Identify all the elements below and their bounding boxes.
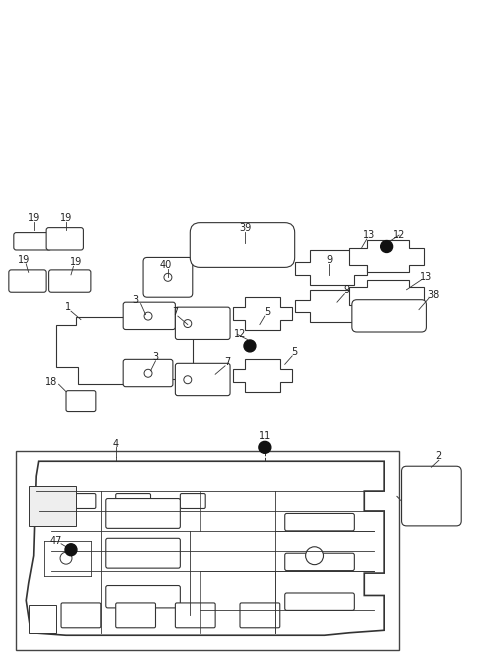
Circle shape (144, 370, 152, 378)
Polygon shape (26, 462, 384, 635)
FancyBboxPatch shape (123, 302, 175, 329)
Polygon shape (56, 317, 193, 384)
FancyBboxPatch shape (285, 553, 354, 571)
Circle shape (259, 442, 271, 454)
FancyBboxPatch shape (240, 603, 280, 628)
Text: 12: 12 (234, 329, 246, 340)
Text: 7: 7 (172, 307, 179, 317)
Text: 9: 9 (344, 285, 350, 295)
Text: 19: 19 (18, 255, 30, 265)
Text: 40: 40 (159, 260, 171, 270)
Circle shape (144, 312, 152, 320)
Text: 19: 19 (60, 213, 72, 223)
Polygon shape (29, 486, 76, 526)
Polygon shape (295, 250, 367, 285)
Text: 3: 3 (153, 352, 158, 362)
Text: 4: 4 (113, 439, 119, 449)
FancyBboxPatch shape (9, 270, 46, 292)
FancyBboxPatch shape (116, 603, 156, 628)
Text: 11: 11 (259, 432, 271, 442)
FancyBboxPatch shape (66, 391, 96, 412)
Text: 19: 19 (27, 213, 40, 223)
Circle shape (65, 544, 77, 556)
Text: 39: 39 (239, 223, 251, 233)
FancyBboxPatch shape (175, 307, 230, 340)
FancyBboxPatch shape (123, 360, 173, 387)
FancyBboxPatch shape (14, 233, 51, 250)
Text: 2: 2 (436, 452, 442, 462)
Text: 9: 9 (326, 255, 333, 265)
Circle shape (60, 552, 72, 564)
FancyBboxPatch shape (175, 364, 230, 396)
Text: 5: 5 (291, 347, 298, 357)
Text: 13: 13 (363, 230, 375, 240)
Polygon shape (232, 360, 292, 392)
Text: 12: 12 (393, 230, 405, 240)
Text: 3: 3 (132, 295, 139, 305)
FancyBboxPatch shape (46, 227, 84, 250)
FancyBboxPatch shape (61, 603, 101, 628)
FancyBboxPatch shape (180, 494, 205, 508)
Polygon shape (349, 240, 424, 272)
FancyBboxPatch shape (352, 299, 426, 332)
FancyBboxPatch shape (106, 498, 180, 528)
FancyBboxPatch shape (116, 494, 151, 508)
FancyBboxPatch shape (285, 514, 354, 531)
Text: 7: 7 (225, 357, 231, 367)
Circle shape (164, 273, 172, 281)
Circle shape (184, 319, 192, 327)
FancyBboxPatch shape (61, 494, 96, 508)
FancyBboxPatch shape (106, 586, 180, 608)
FancyBboxPatch shape (175, 603, 215, 628)
Text: 38: 38 (428, 289, 440, 299)
FancyBboxPatch shape (48, 270, 91, 292)
Bar (16, 452, 399, 650)
Text: 47: 47 (50, 536, 62, 546)
Text: 18: 18 (45, 377, 57, 387)
Circle shape (184, 376, 192, 384)
Text: 19: 19 (70, 257, 82, 267)
FancyBboxPatch shape (402, 466, 461, 526)
FancyBboxPatch shape (190, 223, 295, 267)
Text: 5: 5 (264, 307, 270, 317)
Polygon shape (349, 280, 424, 312)
Text: 13: 13 (420, 272, 432, 282)
Polygon shape (295, 289, 367, 322)
Circle shape (244, 340, 256, 352)
Circle shape (381, 241, 393, 253)
Text: 1: 1 (65, 302, 72, 312)
FancyBboxPatch shape (143, 257, 193, 297)
FancyBboxPatch shape (106, 538, 180, 568)
Polygon shape (29, 606, 56, 633)
FancyBboxPatch shape (285, 593, 354, 610)
Circle shape (306, 547, 324, 565)
Polygon shape (232, 297, 292, 329)
